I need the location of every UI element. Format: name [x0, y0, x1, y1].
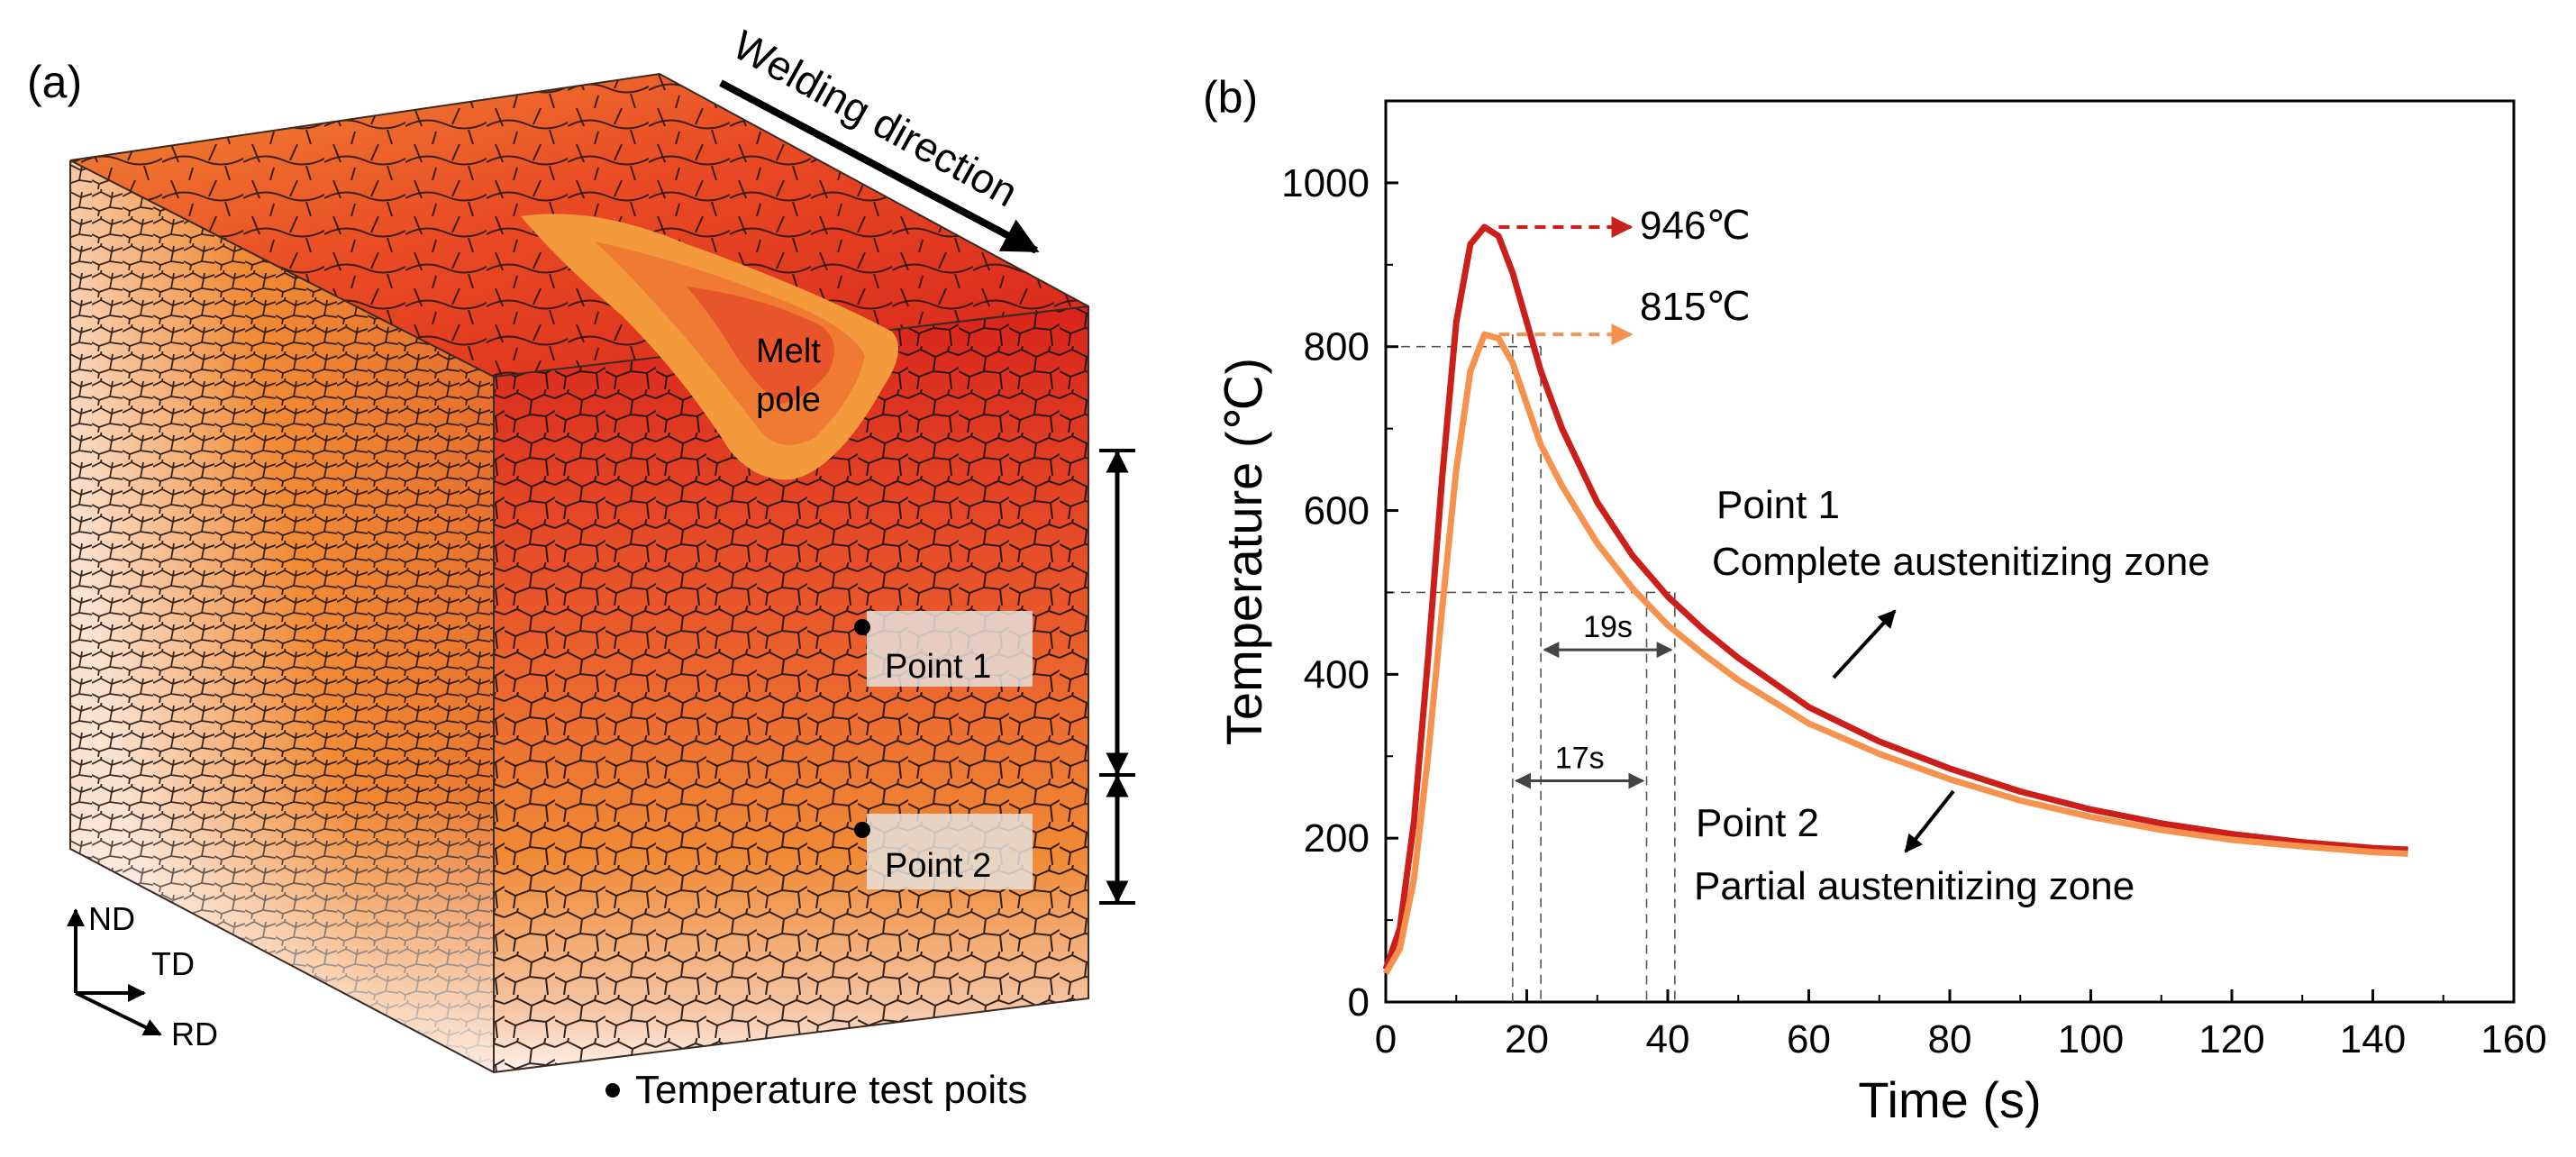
x-axis-label: Time (s)	[1858, 1071, 2041, 1128]
x-tick-label: 160	[2480, 1017, 2546, 1061]
td-axis-label: TD	[151, 945, 195, 982]
melt-pool-label-2: pole	[756, 381, 821, 419]
interval-label: 17s	[1555, 742, 1605, 776]
x-tick-label: 140	[2340, 1017, 2406, 1061]
panel-a: (a) Melt pole Welding direction Point 1	[27, 21, 1135, 1112]
point-1-desc: Complete austenitizing zone	[1712, 540, 2210, 584]
point-1-title: Point 1	[1716, 483, 1840, 527]
point-1-arrow	[1832, 609, 1897, 679]
melt-pool-label-1: Melt	[756, 333, 821, 370]
y-tick-label: 0	[1348, 980, 1370, 1025]
panel-a-label: (a)	[27, 57, 82, 107]
y-tick-label: 800	[1304, 325, 1370, 369]
temperature-chart: 19s 17s 0 20 40 60 80 100 120 140 160 0 200 400 600 800…	[1215, 99, 2547, 1128]
y-tick-label: 400	[1304, 652, 1370, 697]
panel-b-label: (b)	[1203, 72, 1258, 123]
x-tick-label: 60	[1787, 1017, 1831, 1061]
point-2-label: Point 2	[885, 847, 991, 885]
x-tick-label: 100	[2058, 1017, 2124, 1061]
point-2-desc: Partial austenitizing zone	[1694, 864, 2135, 908]
y-axis-label: Temperature (℃)	[1215, 358, 1272, 745]
point-1-marker: Point 1	[854, 611, 1033, 687]
series-line-point-2	[1382, 331, 2408, 975]
x-tick-label: 80	[1928, 1017, 1972, 1061]
y-tick-label: 600	[1304, 489, 1370, 533]
welding-direction-arrow	[719, 79, 1040, 254]
y-tick-label: 1000	[1281, 161, 1370, 205]
point-2-marker: Point 2	[854, 814, 1033, 889]
point-2-title: Point 2	[1696, 801, 1819, 845]
point-1-label: Point 1	[885, 648, 991, 686]
x-tick-label: 0	[1375, 1017, 1397, 1061]
point-1-dot	[854, 619, 870, 635]
panel-b: (b) 19s 17s 0 20 40 60 80 100 120 140 160 0 200 400 60…	[1203, 72, 2547, 1128]
point-2-arrow	[1904, 789, 1955, 853]
legend-dot	[605, 1083, 620, 1098]
point-2-dot	[854, 822, 870, 838]
nd-axis-label: ND	[88, 900, 135, 937]
peak-2-label: 815℃	[1640, 285, 1751, 329]
axes-triad: ND TD RD	[67, 900, 218, 1052]
legend-text: Temperature test poits	[635, 1068, 1027, 1112]
cube-side-fade	[70, 160, 494, 1072]
rd-axis-arrow	[75, 991, 162, 1036]
x-tick-label: 40	[1646, 1017, 1690, 1061]
cube-edges	[69, 72, 1089, 1074]
x-tick-label: 120	[2198, 1017, 2264, 1061]
series-line-point-1	[1382, 223, 2408, 970]
melt-pool: Melt pole	[521, 214, 899, 480]
y-tick-label: 200	[1304, 816, 1370, 861]
x-tick-label: 20	[1505, 1017, 1549, 1061]
point-1-box	[867, 611, 1033, 687]
point-2-box	[867, 814, 1033, 889]
interval-label: 19s	[1583, 610, 1633, 644]
peak-1-label: 946℃	[1640, 204, 1751, 248]
rd-axis-label: RD	[171, 1016, 218, 1052]
melt-pool-inner	[687, 287, 834, 404]
